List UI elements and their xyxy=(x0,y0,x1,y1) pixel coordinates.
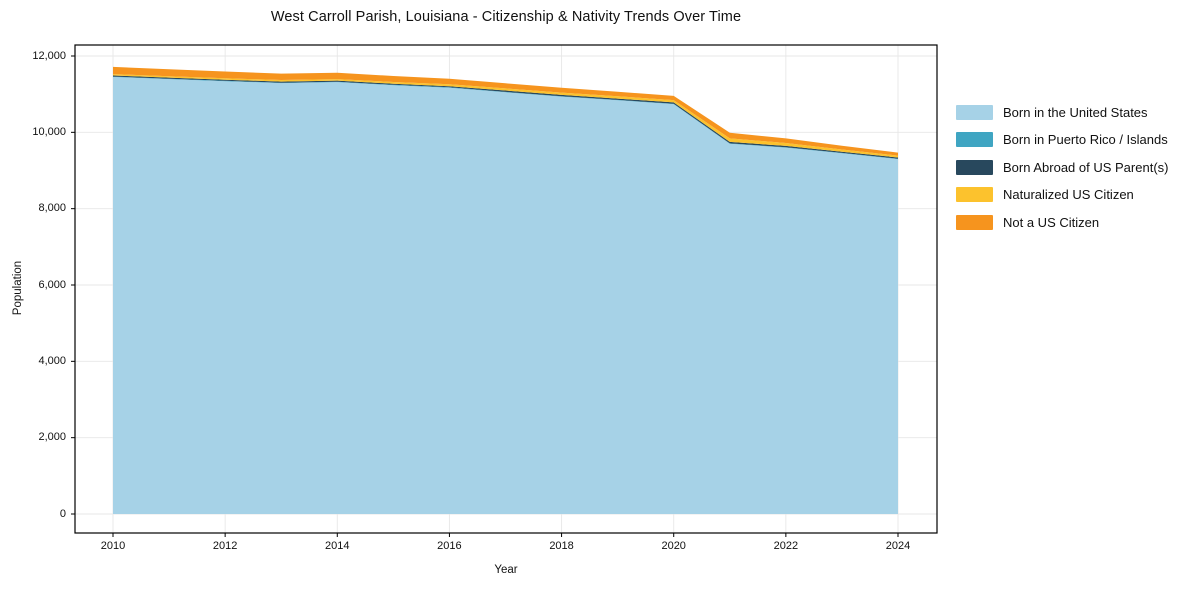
legend-label: Born Abroad of US Parent(s) xyxy=(1003,159,1169,175)
y-tick-label: 10,000 xyxy=(32,125,66,138)
x-tick-label: 2022 xyxy=(773,540,799,552)
area-series-1 xyxy=(113,76,898,160)
area-series-3 xyxy=(113,74,898,158)
x-tick-label: 2020 xyxy=(661,540,686,552)
legend-item-4: Not a US Citizen xyxy=(956,214,1168,230)
legend-label: Not a US Citizen xyxy=(1003,214,1100,230)
plot-border xyxy=(74,44,938,534)
legend-item-0: Born in the United States xyxy=(956,104,1168,120)
legend: Born in the United States Born in Puerto … xyxy=(956,104,1168,242)
legend-label: Naturalized US Citizen xyxy=(1003,187,1134,202)
x-tick-label: 2018 xyxy=(549,540,574,552)
y-tick-label: 6,000 xyxy=(38,278,66,291)
legend-swatch-icon xyxy=(956,159,993,175)
y-tick-label: 0 xyxy=(59,507,66,520)
x-tick-label: 2012 xyxy=(212,540,238,552)
y-tick-label: 4,000 xyxy=(38,354,66,367)
area-series-2 xyxy=(113,75,898,159)
chart-title: West Carroll Parish, Louisiana - Citizen… xyxy=(270,9,742,25)
legend-swatch-icon xyxy=(956,132,993,147)
y-tick-label: 12,000 xyxy=(32,49,66,62)
y-axis-label: Population xyxy=(12,260,24,316)
y-tick-label: 2,000 xyxy=(38,431,66,444)
x-tick-label: 2024 xyxy=(885,540,911,552)
legend-swatch-icon xyxy=(956,187,993,202)
legend-swatch-icon xyxy=(956,214,993,230)
x-tick-label: 2014 xyxy=(325,540,350,552)
legend-swatch-icon xyxy=(956,104,993,120)
x-axis-label: Year xyxy=(494,564,518,576)
legend-item-1: Born in Puerto Rico / Islands xyxy=(956,132,1168,148)
legend-label: Born in Puerto Rico / Islands xyxy=(1003,132,1168,147)
x-tick-label: 2010 xyxy=(100,540,126,552)
legend-item-2: Born Abroad of US Parent(s) xyxy=(956,159,1168,175)
legend-label: Born in the United States xyxy=(1003,104,1148,120)
y-tick-label: 8,000 xyxy=(38,202,66,215)
x-tick-label: 2016 xyxy=(437,540,462,552)
area-series-4 xyxy=(113,66,898,156)
legend-item-3: Naturalized US Citizen xyxy=(956,187,1168,203)
area-series-0 xyxy=(113,77,898,514)
